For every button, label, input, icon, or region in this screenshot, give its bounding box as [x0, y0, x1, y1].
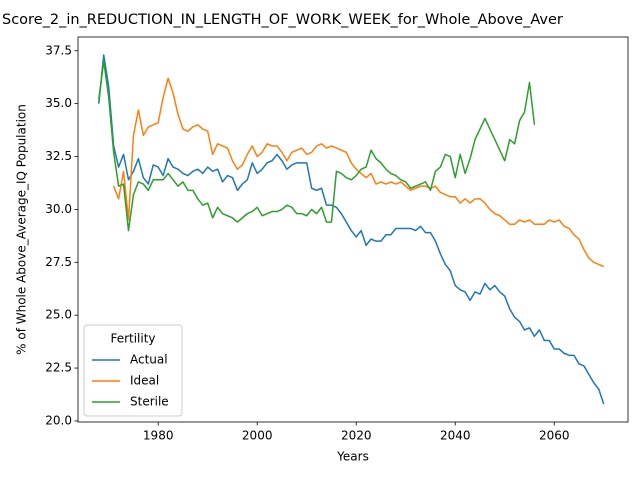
- y-tick-label: 32.5: [45, 149, 72, 163]
- series-line: [98, 54, 605, 405]
- x-tick-label: 1980: [143, 429, 174, 443]
- legend-box: [83, 324, 183, 417]
- x-tick-label: 2040: [440, 429, 471, 443]
- y-tick-label: 37.5: [45, 43, 72, 57]
- x-tick-label: 2060: [539, 429, 570, 443]
- chart-title: Score_2_in_REDUCTION_IN_LENGTH_OF_WORK_W…: [2, 12, 563, 28]
- y-axis-label: % of Whole Above_Average_IQ Population: [15, 104, 29, 355]
- plot-frame: [77, 36, 629, 423]
- y-tick-label: 25.0: [45, 308, 72, 322]
- y-tick-label: 35.0: [45, 96, 72, 110]
- y-tick-label: 20.0: [45, 413, 72, 427]
- legend-title: Fertility: [110, 332, 155, 346]
- legend-label: Ideal: [130, 374, 159, 388]
- legend-label: Actual: [130, 353, 168, 367]
- legend-label: Sterile: [130, 395, 169, 409]
- y-tick-label: 27.5: [45, 255, 72, 269]
- x-axis-label: Years: [336, 450, 369, 464]
- x-tick-label: 2000: [242, 429, 273, 443]
- y-tick-label: 22.5: [45, 361, 72, 375]
- x-tick-label: 2020: [341, 429, 372, 443]
- series-line: [98, 60, 536, 232]
- y-tick-label: 30.0: [45, 202, 72, 216]
